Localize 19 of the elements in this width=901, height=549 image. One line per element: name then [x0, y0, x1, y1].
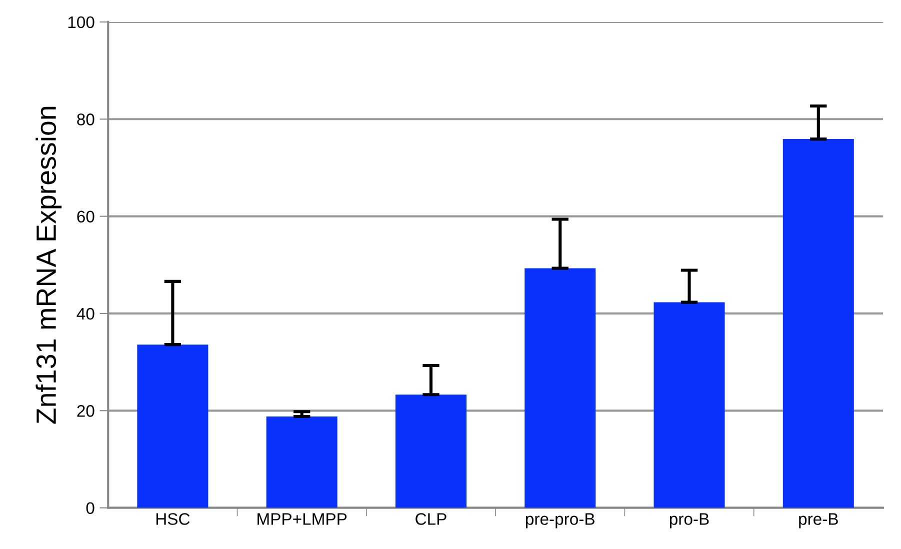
bar [654, 302, 725, 508]
x-tick-label: pro-B [670, 513, 709, 528]
x-tick-label: HSC [156, 513, 190, 525]
bar [395, 394, 466, 508]
y-tick-label: 60 [77, 210, 94, 223]
x-tick-label: MPP+LMPP [258, 513, 347, 525]
y-tick-label: 0 [86, 502, 94, 514]
x-tick-label: pre-pro-B [526, 513, 594, 528]
bar [782, 139, 854, 508]
y-tick-label: 80 [77, 114, 94, 126]
y-axis-title: Znf131 mRNA Expression [36, 106, 62, 424]
y-tick-label: 40 [76, 308, 94, 320]
x-tick-label: pre-B [799, 513, 838, 528]
bar [524, 268, 596, 508]
bar [137, 344, 208, 508]
bar [266, 416, 338, 508]
x-tick-label: CLP [416, 513, 446, 525]
y-tick-label: 20 [77, 405, 94, 417]
y-tick-label: 100 [68, 16, 94, 28]
